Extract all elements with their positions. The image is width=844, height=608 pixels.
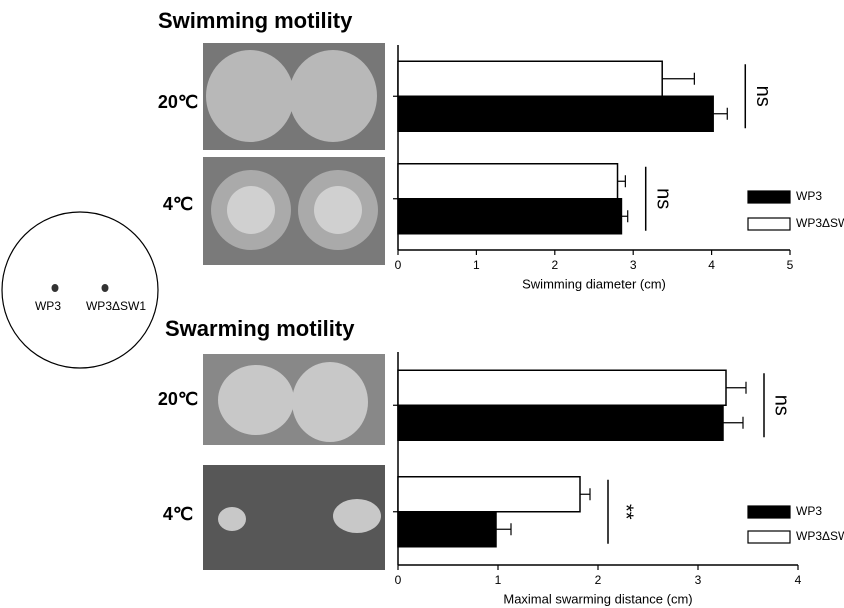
- x-tick-label: 2: [595, 573, 602, 587]
- category-label: 20℃: [158, 389, 198, 409]
- chart-title: Swimming motility: [158, 8, 353, 33]
- x-axis-label: Swimming diameter (cm): [522, 276, 666, 291]
- legend-swatch: [748, 531, 790, 543]
- significance-label: **: [615, 504, 637, 520]
- x-tick-label: 4: [708, 258, 715, 272]
- category-label: 4℃: [163, 504, 193, 524]
- chart-title: Swarming motility: [165, 316, 355, 341]
- colony: [314, 186, 362, 234]
- legend-label: WP3: [796, 504, 822, 518]
- colony: [206, 50, 294, 142]
- category-label: 4℃: [163, 194, 193, 214]
- plate-label: WP3ΔSW1: [86, 299, 146, 313]
- legend-label: WP3ΔSW1: [796, 216, 844, 230]
- x-tick-label: 0: [395, 573, 402, 587]
- colony: [292, 362, 368, 442]
- x-axis-label: Maximal swarming distance (cm): [503, 591, 692, 606]
- x-tick-label: 4: [795, 573, 802, 587]
- legend-label: WP3: [796, 189, 822, 203]
- legend-label: WP3ΔSW1: [796, 529, 844, 543]
- figure: WP3 WP3ΔSW1 Swimming motility 0 1 2 3 4 5 Swimm…: [0, 0, 844, 608]
- colony: [289, 50, 377, 142]
- legend-swatch: [748, 218, 790, 230]
- inoculation-dot: [102, 284, 109, 292]
- x-tick-label: 2: [551, 258, 558, 272]
- x-tick-label: 3: [695, 573, 702, 587]
- bar: [398, 405, 723, 440]
- colony: [218, 365, 294, 435]
- bar: [398, 61, 662, 96]
- bar: [398, 512, 496, 547]
- colony: [218, 507, 246, 531]
- bar: [398, 370, 726, 405]
- bar: [398, 96, 713, 131]
- x-tick-label: 1: [495, 573, 502, 587]
- significance-label: ns: [771, 395, 793, 416]
- x-tick-label: 5: [787, 258, 794, 272]
- x-tick-label: 3: [630, 258, 637, 272]
- bar: [398, 477, 580, 512]
- significance-label: ns: [652, 188, 674, 209]
- category-label: 20℃: [158, 92, 198, 112]
- x-tick-label: 0: [395, 258, 402, 272]
- inoculation-dot: [52, 284, 59, 292]
- legend-swatch: [748, 191, 790, 203]
- legend-swatch: [748, 506, 790, 518]
- colony: [227, 186, 275, 234]
- bar: [398, 199, 621, 234]
- significance-label: ns: [752, 86, 774, 107]
- bar: [398, 164, 618, 199]
- plate-label: WP3: [35, 299, 61, 313]
- colony: [333, 499, 381, 533]
- x-tick-label: 1: [473, 258, 480, 272]
